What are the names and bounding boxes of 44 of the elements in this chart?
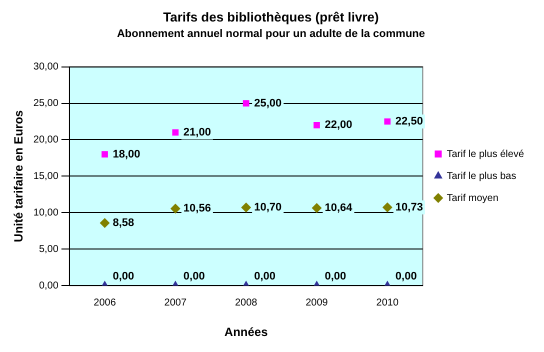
data-label: 0,00: [183, 270, 205, 283]
point: [384, 118, 391, 125]
y-tick-label: 5,00: [38, 244, 59, 255]
y-tick-label: 0,00: [38, 280, 59, 292]
point: [382, 202, 392, 212]
y-tick-label: 15,00: [33, 170, 59, 182]
data-label: 22,00: [324, 119, 352, 132]
x-tick-label: 2009: [306, 297, 328, 308]
data-label: 21,00: [183, 126, 211, 138]
y-tick-label: 20,00: [33, 134, 59, 146]
data-label: 10,56: [183, 202, 211, 215]
data-label: 10,64: [324, 202, 354, 214]
data-label: 8,58: [112, 217, 134, 230]
data-label: 22,50: [395, 116, 423, 128]
point: [314, 122, 320, 128]
legend-label: Tarif le plus élevé: [446, 148, 524, 160]
y-tick-label: 10,00: [33, 207, 59, 218]
x-tick-label: 2006: [94, 297, 116, 308]
data-label: 10,73: [395, 201, 423, 214]
point: [312, 203, 322, 213]
x-tick-label: 2008: [234, 297, 258, 308]
data-label: 0,00: [395, 270, 417, 283]
y-tick-label: 30,00: [33, 62, 59, 73]
data-label: 0,00: [112, 270, 134, 283]
chart-subtitle: Abonnement annuel normal pour un adulte de la commune: [116, 28, 426, 40]
chart-title: Tarifs des bibliothèques (prêt livre): [163, 9, 379, 24]
y-tick-label: 25,00: [33, 98, 59, 110]
point: [242, 100, 250, 106]
point: [172, 129, 179, 136]
legend-label: Tarif le plus bas: [446, 170, 516, 182]
data-label: 10,70: [254, 202, 282, 214]
y-axis-title: Unité tarifaire en Euros: [12, 110, 26, 242]
point: [241, 202, 252, 213]
point: [100, 218, 110, 228]
data-label: 0,00: [254, 270, 276, 283]
x-tick-label: 2007: [164, 297, 187, 308]
data-label: 0,00: [324, 270, 346, 283]
data-label: 25,00: [254, 97, 282, 110]
point: [102, 151, 108, 158]
x-axis-title: Années: [224, 325, 268, 340]
legend-label: Tarif moyen: [446, 192, 498, 204]
data-label: 18,00: [112, 148, 140, 160]
x-tick-label: 2010: [376, 297, 399, 308]
point: [170, 204, 180, 214]
